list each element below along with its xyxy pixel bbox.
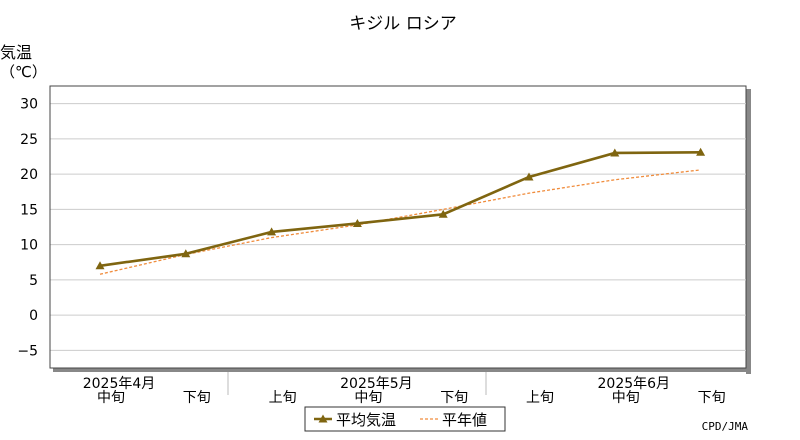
average-line bbox=[99, 150, 701, 268]
plot-shadow bbox=[53, 89, 751, 374]
y-tick-label: 30 bbox=[20, 97, 38, 113]
x-tick-label: 下旬 bbox=[183, 390, 211, 406]
y-axis-unit: （℃） bbox=[0, 63, 47, 81]
legend-box bbox=[304, 406, 506, 432]
x-tick-label: 上旬 bbox=[269, 390, 297, 406]
y-axis-ticks: −5 0 5 10 15 20 25 30 bbox=[17, 97, 38, 360]
average-point bbox=[524, 172, 534, 181]
y-tick-label: 5 bbox=[29, 273, 38, 289]
y-tick-label: −5 bbox=[17, 343, 38, 359]
average-point bbox=[267, 227, 277, 236]
x-month-label: 2025年5月 bbox=[340, 376, 413, 392]
legend-average-marker bbox=[318, 414, 328, 423]
series-average-line bbox=[95, 147, 706, 270]
average-point bbox=[438, 209, 448, 218]
y-axis-label: 気温 bbox=[0, 43, 32, 62]
credit-label: CPD/JMA bbox=[702, 420, 749, 433]
legend-normal-label: 平年値 bbox=[442, 411, 487, 429]
plot-shadow-bottom bbox=[53, 368, 751, 372]
average-point bbox=[181, 249, 191, 258]
x-month-label: 2025年4月 bbox=[83, 376, 156, 392]
y-tick-label: 15 bbox=[20, 202, 38, 218]
chart-title: キジル ロシア bbox=[349, 14, 456, 34]
y-tick-label: 20 bbox=[20, 167, 38, 183]
y-tick-label: 25 bbox=[20, 132, 38, 148]
x-axis-ticks: 中旬 下旬 上旬 中旬 下旬 上旬 中旬 下旬 2025年4月 2025年5月 2025年6月 bbox=[83, 372, 726, 406]
x-tick-label: 中旬 bbox=[354, 390, 382, 406]
x-tick-label: 下旬 bbox=[698, 390, 726, 406]
series-normal-line bbox=[99, 169, 701, 275]
gridlines bbox=[49, 86, 746, 368]
average-point bbox=[696, 147, 706, 156]
y-tick-label: 0 bbox=[29, 308, 38, 324]
plot-shadow-right bbox=[746, 89, 751, 374]
x-tick-label: 下旬 bbox=[440, 390, 468, 406]
normal-line bbox=[99, 169, 701, 275]
x-tick-label: 中旬 bbox=[612, 390, 640, 406]
average-point bbox=[352, 218, 362, 227]
x-tick-label: 中旬 bbox=[97, 390, 125, 406]
y-tick-label: 10 bbox=[20, 238, 38, 254]
average-point bbox=[95, 261, 105, 270]
legend-average-label: 平均気温 bbox=[336, 411, 396, 429]
legend: 平均気温 平年値 bbox=[304, 406, 506, 432]
x-month-label: 2025年6月 bbox=[598, 376, 671, 392]
average-point bbox=[610, 148, 620, 157]
plot-area bbox=[49, 85, 747, 369]
x-tick-label: 上旬 bbox=[526, 390, 554, 406]
